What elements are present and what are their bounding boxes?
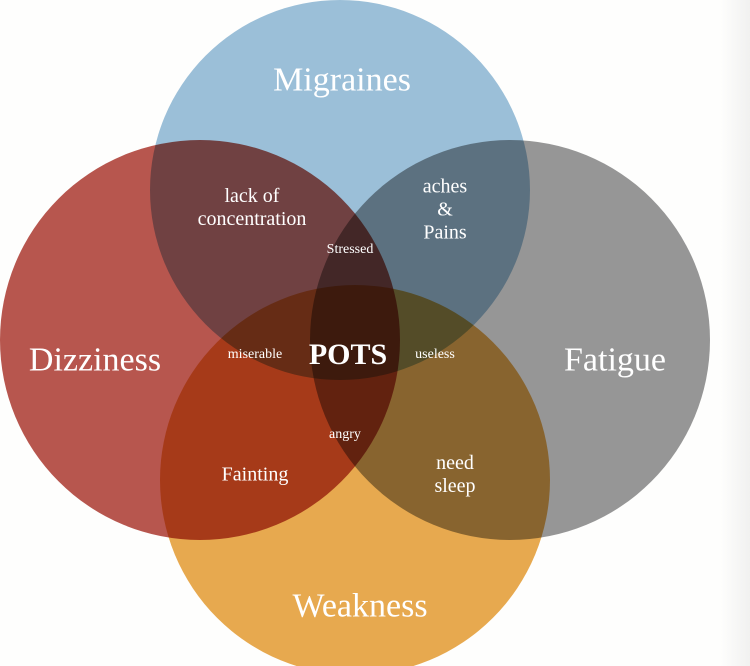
label-migraines: Migraines — [273, 60, 411, 99]
label-aches-pains: aches & Pains — [423, 176, 467, 245]
label-angry: angry — [329, 427, 361, 443]
label-need-sleep: need sleep — [434, 452, 475, 498]
label-lack-concentration: lack of concentration — [198, 185, 307, 231]
label-miserable: miserable — [228, 347, 282, 363]
label-fainting: Fainting — [222, 464, 289, 487]
label-pots-center: POTS — [309, 338, 387, 373]
label-stressed: Stressed — [327, 242, 374, 258]
label-weakness: Weakness — [292, 586, 427, 625]
label-dizziness: Dizziness — [29, 340, 161, 379]
venn-diagram: Migraines Dizziness Fatigue Weakness lac… — [0, 0, 750, 666]
label-fatigue: Fatigue — [564, 340, 666, 379]
label-useless: useless — [415, 347, 455, 363]
